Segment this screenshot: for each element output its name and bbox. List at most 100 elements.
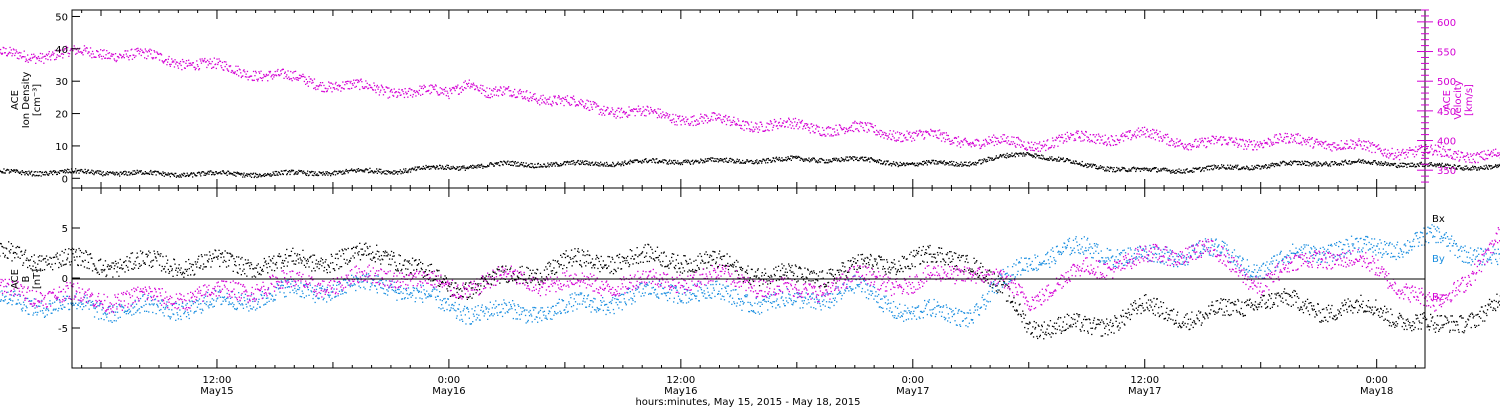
density-series-sample [461,167,462,168]
velocity-series-sample [536,101,537,102]
velocity-series-sample [98,55,99,56]
velocity-series-sample [643,106,644,107]
velocity-series-sample [1305,139,1306,140]
velocity-series-sample [131,49,132,50]
density-series-sample [106,173,107,174]
density-series-sample [1475,167,1476,168]
velocity-series-sample [758,126,759,127]
density-series-sample [695,160,696,161]
velocity-series-sample [1374,144,1375,145]
velocity-series-sample [1415,146,1416,147]
bx-series-sample [34,254,35,255]
velocity-series-sample [256,72,257,73]
bx-series-sample [225,261,226,262]
velocity-series-sample [362,86,363,87]
density-series-sample [1053,160,1054,161]
density-series-sample [642,160,643,161]
density-series-sample [1046,158,1047,159]
velocity-series-sample [614,116,615,117]
density-series-sample [1236,167,1237,168]
density-series-sample [1217,167,1218,168]
velocity-series-sample [705,120,706,121]
density-series-sample [687,162,688,163]
velocity-series-sample [1183,147,1184,148]
density-series-sample [1099,167,1100,168]
density-series-sample [24,174,25,175]
velocity-series-sample [92,51,93,52]
density-series-sample [91,170,92,171]
density-series-sample [1213,168,1214,169]
velocity-series-sample [1291,135,1292,136]
bx-series-sample [161,270,162,271]
velocity-series-sample [467,86,468,87]
velocity-series-sample [1387,150,1388,151]
velocity-series-sample [338,89,339,90]
velocity-series-sample [496,95,497,96]
velocity-series-sample [1073,134,1074,135]
density-series-sample [570,164,571,165]
density-series-sample [521,162,522,163]
velocity-series-sample [1240,139,1241,140]
velocity-series-sample [440,87,441,88]
velocity-series-sample [1440,154,1441,155]
velocity-series-sample [707,122,708,123]
velocity-series-sample [783,123,784,124]
velocity-series-sample [739,125,740,126]
velocity-series-sample [1065,134,1066,135]
velocity-series-sample [922,134,923,135]
velocity-series-sample [1102,136,1103,137]
velocity-series-sample [1495,149,1496,150]
velocity-series-sample [1278,142,1279,143]
density-series-sample [965,164,966,165]
velocity-series-sample [1473,159,1474,160]
velocity-series-sample [837,130,838,131]
density-series-sample [878,162,879,163]
density-series-sample [1256,167,1257,168]
density-series-sample [474,165,475,166]
velocity-series-sample [534,93,535,94]
velocity-series-sample [415,95,416,96]
velocity-series-sample [85,50,86,51]
density-series-sample [1270,165,1271,166]
density-series-sample [394,173,395,174]
velocity-series-sample [1018,138,1019,139]
density-series-sample [78,173,79,174]
velocity-series-sample [993,135,994,136]
velocity-series-sample [1281,137,1282,138]
velocity-series-sample [9,52,10,53]
density-series-sample [1268,164,1269,165]
density-series-sample [969,165,970,166]
density-series-sample [150,170,151,171]
velocity-series-sample [179,63,180,64]
velocity-series-sample [469,80,470,81]
bx-series-sample [1,243,2,244]
density-series-sample [1170,171,1171,172]
velocity-series-sample [1260,143,1261,144]
density-series-sample [408,170,409,171]
velocity-series-sample [1036,143,1037,144]
density-series-sample [944,160,945,161]
bx-series-sample [226,266,227,267]
bx-series-sample [177,275,178,276]
velocity-series-sample [919,130,920,131]
velocity-series-sample [541,102,542,103]
density-series-sample [424,167,425,168]
velocity-series-sample [1486,158,1487,159]
density-series-sample [897,164,898,165]
velocity-series-sample [128,57,129,58]
velocity-series-sample [622,112,623,113]
bx-series-sample [233,258,234,259]
density-series-sample [747,159,748,160]
velocity-series-sample [590,101,591,102]
bx-series-sample [204,254,205,255]
velocity-series-sample [1210,140,1211,141]
velocity-series-sample [45,56,46,57]
density-series-sample [814,158,815,159]
density-series-sample [1241,168,1242,169]
density-series-sample [208,174,209,175]
bx-series-sample [206,266,207,267]
density-series-sample [9,172,10,173]
bx-series-sample [91,258,92,259]
density-series-sample [1100,165,1101,166]
bx-series-sample [20,258,21,259]
